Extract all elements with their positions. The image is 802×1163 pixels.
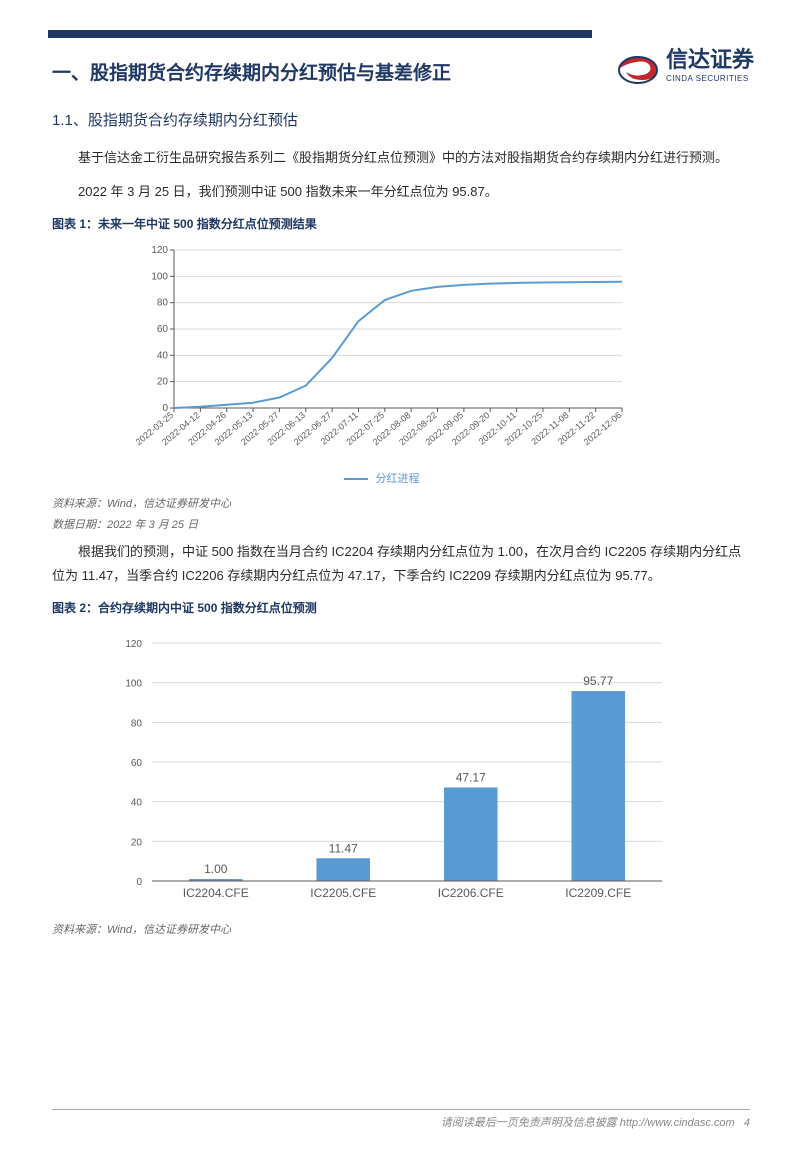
svg-text:95.77: 95.77 bbox=[583, 674, 613, 688]
brand-name-en: CINDA SECURITIES bbox=[666, 72, 754, 86]
svg-text:1.00: 1.00 bbox=[204, 862, 228, 876]
brand-name-cn: 信达证券 bbox=[666, 48, 754, 72]
chart1-source: 资料来源：Wind，信达证券研发中心 bbox=[52, 495, 750, 514]
footer-disclaimer: 请阅读最后一页免责声明及信息披露 bbox=[441, 1117, 617, 1129]
svg-text:60: 60 bbox=[131, 758, 143, 769]
header-bar bbox=[48, 30, 592, 38]
svg-text:80: 80 bbox=[157, 298, 169, 309]
svg-text:100: 100 bbox=[125, 678, 142, 689]
svg-text:IC2206.CFE: IC2206.CFE bbox=[438, 886, 504, 900]
svg-text:120: 120 bbox=[151, 245, 168, 256]
paragraph-3: 根据我们的预测，中证 500 指数在当月合约 IC2204 存续期内分红点位为 … bbox=[52, 540, 750, 588]
svg-text:IC2205.CFE: IC2205.CFE bbox=[310, 886, 376, 900]
chart1-date: 数据日期：2022 年 3 月 25 日 bbox=[52, 516, 750, 535]
legend-dash bbox=[344, 478, 368, 480]
footer-page: 4 bbox=[744, 1117, 750, 1129]
svg-text:20: 20 bbox=[157, 377, 169, 388]
paragraph-2: 2022 年 3 月 25 日，我们预测中证 500 指数未来一年分红点位为 9… bbox=[52, 180, 750, 204]
chart1-container: 0204060801001202022-03-252022-04-122022-… bbox=[52, 240, 750, 489]
svg-text:0: 0 bbox=[136, 877, 142, 888]
line-chart: 0204060801001202022-03-252022-04-122022-… bbox=[132, 240, 632, 470]
chart1-legend: 分红进程 bbox=[132, 470, 632, 489]
bar-chart: 0 20 40 60 80 100 120 1.00 IC2204.CFE 11.47 IC2205… bbox=[92, 625, 682, 915]
svg-text:47.17: 47.17 bbox=[456, 770, 486, 784]
swirl-icon bbox=[616, 48, 660, 86]
chart1-title: 图表 1：未来一年中证 500 指数分红点位预测结果 bbox=[52, 214, 750, 234]
svg-text:120: 120 bbox=[125, 639, 142, 650]
svg-text:11.47: 11.47 bbox=[329, 841, 358, 855]
svg-text:40: 40 bbox=[157, 351, 169, 362]
footer-divider bbox=[52, 1109, 750, 1110]
document-body: 一、股指期货合约存续期内分红预估与基差修正 1.1、股指期货合约存续期内分红预估… bbox=[0, 38, 802, 940]
page-footer: 请阅读最后一页免责声明及信息披露 http://www.cindasc.com … bbox=[0, 1109, 802, 1133]
footer-url[interactable]: http://www.cindasc.com bbox=[620, 1117, 735, 1129]
svg-text:100: 100 bbox=[151, 272, 168, 283]
svg-text:80: 80 bbox=[131, 718, 143, 729]
chart2-source: 资料来源：Wind，信达证券研发中心 bbox=[52, 921, 750, 940]
svg-text:IC2209.CFE: IC2209.CFE bbox=[565, 886, 631, 900]
svg-text:60: 60 bbox=[157, 324, 169, 335]
legend-label: 分红进程 bbox=[376, 473, 420, 485]
paragraph-1: 基于信达金工衍生品研究报告系列二《股指期货分红点位预测》中的方法对股指期货合约存… bbox=[52, 146, 750, 170]
brand-logo: 信达证券 CINDA SECURITIES bbox=[616, 48, 754, 86]
svg-text:20: 20 bbox=[131, 837, 143, 848]
chart2-title: 图表 2：合约存续期内中证 500 指数分红点位预测 bbox=[52, 598, 750, 618]
subsection-title: 1.1、股指期货合约存续期内分红预估 bbox=[52, 108, 750, 134]
svg-text:IC2204.CFE: IC2204.CFE bbox=[183, 886, 249, 900]
svg-text:40: 40 bbox=[131, 797, 143, 808]
chart2-container: 0 20 40 60 80 100 120 1.00 IC2204.CFE 11.47 IC2205… bbox=[52, 625, 750, 915]
